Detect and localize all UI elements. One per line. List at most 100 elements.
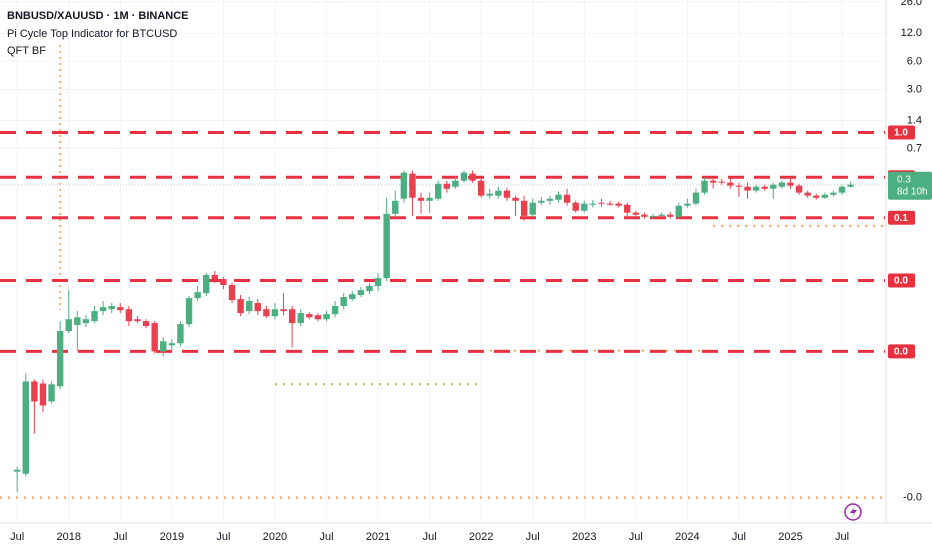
candle-body — [752, 186, 760, 191]
candle-body — [383, 213, 390, 279]
candle-body — [357, 290, 365, 295]
countdown-label: 8d 10h — [897, 186, 928, 197]
axis-area: 26.0 12.0 6.0 3.0 1.4 0.7 Jul 2018 Jul 2019 Jul 202… — [10, 0, 932, 543]
level-tag — [888, 273, 915, 288]
plot-area — [0, 45, 885, 499]
candle-body — [606, 203, 614, 205]
candle-body — [22, 381, 29, 474]
candle-body — [306, 314, 313, 318]
candle-body — [495, 190, 502, 196]
candle-body — [254, 303, 261, 312]
candle-body — [99, 307, 107, 312]
candle-body — [13, 469, 21, 472]
candle-body — [323, 314, 330, 320]
indicator-label: QFT BF — [7, 45, 46, 57]
candle-body — [624, 204, 631, 213]
x-tick-label: 2025 — [778, 531, 802, 543]
candle-body — [220, 279, 227, 285]
x-tick-label: Jul — [319, 531, 333, 543]
replay-icon[interactable] — [844, 503, 862, 521]
candle-body — [555, 194, 562, 200]
level-tag — [888, 210, 915, 225]
candle-body — [160, 341, 167, 352]
candle-body — [546, 198, 554, 201]
candle-body — [245, 301, 253, 312]
candle-body — [185, 298, 193, 325]
candle-body — [649, 215, 657, 217]
candle-body — [572, 202, 579, 211]
candle-body — [31, 381, 38, 402]
x-tick-label: 2019 — [160, 531, 184, 543]
candle-body — [56, 331, 64, 387]
candle-body — [108, 306, 115, 310]
candle-body — [563, 194, 571, 203]
candle-body — [134, 319, 141, 322]
candle-body — [125, 309, 133, 322]
last-price-label: 0.3 — [897, 174, 911, 185]
last-price-tag — [888, 171, 932, 200]
candle-body — [512, 197, 519, 201]
candle-body — [529, 202, 536, 215]
x-tick-label: Jul — [216, 531, 230, 543]
candle-body — [666, 214, 674, 217]
x-tick-label: 2024 — [675, 531, 699, 543]
candle-body — [417, 197, 425, 201]
candle-body — [804, 192, 811, 196]
candle-body — [477, 180, 485, 196]
y-tick-label: 0.7 — [907, 142, 922, 154]
candle-body — [684, 203, 691, 206]
candle-body — [74, 317, 81, 326]
candle-body — [770, 184, 777, 189]
candle-body — [486, 193, 493, 196]
chart-title: BNBUSD/XAUUSD · 1M · BINANCE — [7, 10, 189, 22]
candle-body — [409, 173, 416, 198]
candle-body — [520, 200, 528, 216]
candle-body — [469, 173, 476, 181]
x-tick-label: Jul — [10, 531, 24, 543]
candle-body — [280, 309, 287, 312]
candle-body — [787, 182, 794, 186]
candle-body — [452, 180, 459, 187]
candle-body — [142, 321, 150, 327]
candle-body — [168, 343, 176, 346]
candle-body — [340, 296, 347, 307]
candle-body — [400, 172, 408, 199]
candle-body — [435, 183, 442, 199]
candle-body — [589, 203, 597, 205]
candle-body — [581, 203, 588, 211]
y-tick-label: 6.0 — [907, 55, 922, 67]
level-tag-label: 0.0 — [894, 347, 908, 358]
level-tag-label: 1.0 — [894, 128, 908, 139]
candle-body — [538, 200, 545, 203]
candle-body — [821, 194, 829, 198]
x-tick-label: 2018 — [56, 531, 80, 543]
candle-body — [675, 205, 682, 217]
candle-body — [847, 184, 854, 187]
candle-body — [237, 299, 244, 314]
x-tick-label: Jul — [732, 531, 746, 543]
candle-body — [117, 307, 124, 311]
candle-body — [830, 192, 837, 195]
candle-body — [744, 186, 751, 191]
candle-body — [288, 309, 296, 324]
candle-body — [211, 274, 219, 280]
level-label: -0.0 — [903, 491, 922, 503]
candle-body — [795, 185, 803, 193]
candle-body — [709, 180, 717, 183]
candle-body — [349, 294, 356, 300]
y-tick-label: 1.4 — [907, 114, 922, 126]
candle-body — [331, 306, 339, 315]
candle-body — [615, 203, 622, 206]
y-tick-label: 12.0 — [901, 27, 922, 39]
candle-body — [366, 285, 373, 292]
x-tick-label: 2021 — [366, 531, 390, 543]
x-tick-label: Jul — [113, 531, 127, 543]
candle-body — [228, 284, 236, 301]
level-tag-label: 0.1 — [894, 213, 908, 224]
candle-body — [194, 292, 201, 299]
candle-body — [701, 180, 708, 193]
x-tick-label: 2023 — [572, 531, 596, 543]
y-tick-label: 26.0 — [901, 0, 922, 8]
